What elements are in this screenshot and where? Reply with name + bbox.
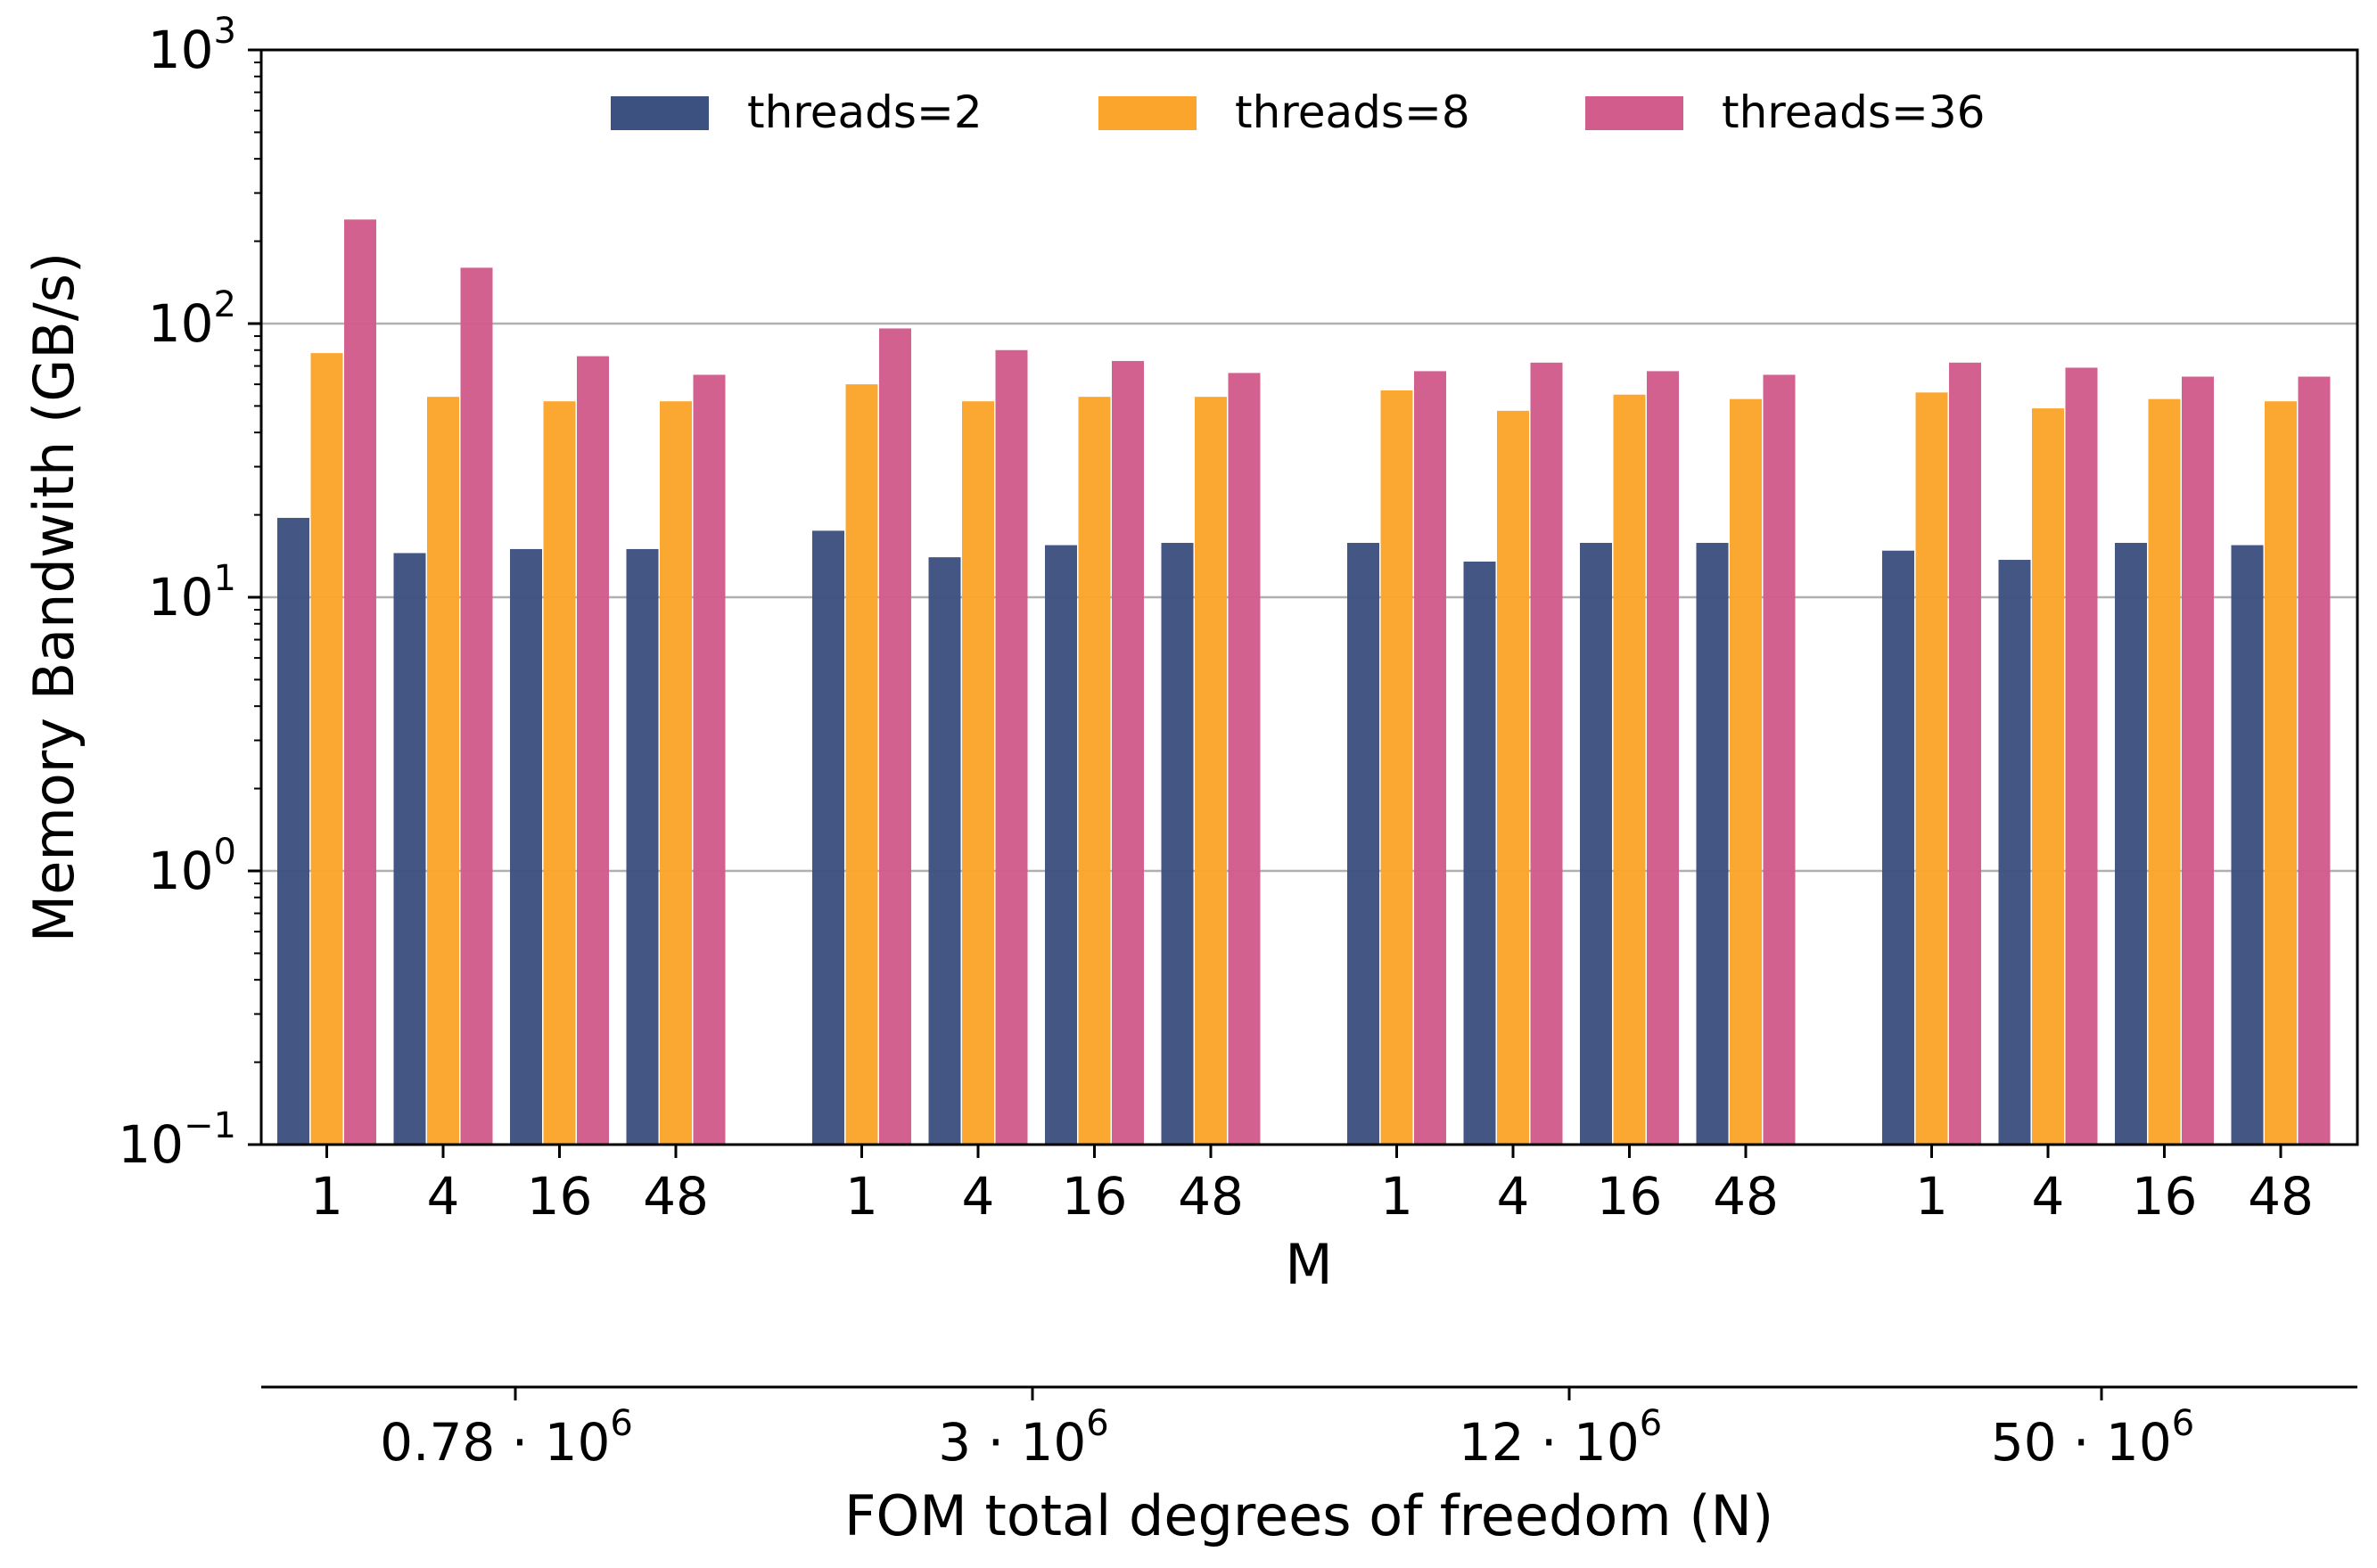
bar-threads-36-g1-m48 bbox=[1228, 373, 1261, 1145]
bar-threads-8-g0-m48 bbox=[660, 401, 692, 1145]
x-tick-label-m16: 16 bbox=[527, 1166, 593, 1227]
bar-threads-2-g1-m16 bbox=[1045, 545, 1077, 1145]
x-tick-label-m4: 4 bbox=[962, 1166, 995, 1227]
secondary-x-axis-label: FOM total degrees of freedom (N) bbox=[844, 1483, 1773, 1548]
bar-threads-8-g0-m1 bbox=[310, 353, 343, 1145]
bar-threads-2-g1-m1 bbox=[812, 530, 844, 1145]
group-label-0: 0.78 · 106 bbox=[380, 1403, 633, 1473]
bar-threads-2-g1-m48 bbox=[1161, 543, 1194, 1145]
x-tick-label-m16: 16 bbox=[2132, 1166, 2198, 1227]
bar-threads-36-g0-m4 bbox=[460, 267, 493, 1145]
bar-threads-2-g3-m1 bbox=[1882, 550, 1914, 1145]
bar-threads-2-g0-m4 bbox=[393, 553, 426, 1145]
bar-threads-36-g3-m1 bbox=[1949, 362, 1981, 1145]
legend-swatch-1 bbox=[1098, 96, 1197, 130]
bar-threads-8-g1-m1 bbox=[845, 384, 878, 1145]
bar-threads-36-g2-m1 bbox=[1414, 371, 1446, 1145]
legend-label-2: threads=36 bbox=[1722, 86, 1985, 138]
x-tick-label-m1: 1 bbox=[1380, 1166, 1413, 1227]
bar-threads-8-g1-m4 bbox=[962, 401, 994, 1145]
group-label-3: 50 · 106 bbox=[1991, 1403, 2194, 1473]
bar-threads-8-g0-m4 bbox=[427, 397, 459, 1145]
bar-threads-36-g3-m16 bbox=[2182, 376, 2214, 1145]
bar-threads-36-g2-m4 bbox=[1530, 362, 1563, 1145]
x-axis-label: M bbox=[1285, 1232, 1333, 1297]
x-axis: 1 4 16 48 1 4 16 48 1 4 16 48 1 4 16 48 bbox=[310, 1145, 2314, 1227]
x-tick-label-m16: 16 bbox=[1062, 1166, 1128, 1227]
x-tick-label-m4: 4 bbox=[2032, 1166, 2065, 1227]
bar-threads-8-g3-m16 bbox=[2148, 398, 2181, 1145]
x-tick-label-m48: 48 bbox=[1178, 1166, 1244, 1227]
x-tick-label-m1: 1 bbox=[1915, 1166, 1948, 1227]
bar-threads-2-g0-m1 bbox=[277, 517, 309, 1145]
bars bbox=[277, 219, 2331, 1145]
bar-threads-36-g0-m16 bbox=[577, 356, 609, 1145]
x-tick-label-m16: 16 bbox=[1597, 1166, 1663, 1227]
x-tick-label-m4: 4 bbox=[427, 1166, 460, 1227]
bar-threads-2-g3-m4 bbox=[1998, 560, 2031, 1145]
bar-threads-8-g2-m16 bbox=[1613, 394, 1646, 1145]
legend-label-0: threads=2 bbox=[747, 86, 983, 138]
x-tick-label-m1: 1 bbox=[310, 1166, 343, 1227]
bar-threads-36-g0-m1 bbox=[344, 219, 376, 1145]
bar-threads-36-g1-m4 bbox=[995, 349, 1028, 1145]
y-axis-label: Memory Bandwith (GB/s) bbox=[21, 252, 86, 942]
x-tick-label-m4: 4 bbox=[1497, 1166, 1530, 1227]
x-tick-label-m48: 48 bbox=[2248, 1166, 2314, 1227]
bar-threads-2-g0-m16 bbox=[510, 548, 542, 1145]
bar-threads-8-g2-m1 bbox=[1380, 390, 1413, 1145]
bar-threads-2-g3-m16 bbox=[2115, 543, 2147, 1145]
bar-threads-8-g1-m48 bbox=[1195, 397, 1227, 1145]
group-label-1: 3 · 106 bbox=[938, 1403, 1108, 1473]
bar-threads-36-g1-m16 bbox=[1112, 360, 1144, 1145]
bar-threads-36-g3-m4 bbox=[2065, 367, 2098, 1145]
bar-threads-36-g1-m1 bbox=[879, 328, 911, 1145]
x-tick-label-m48: 48 bbox=[643, 1166, 709, 1227]
bar-threads-36-g2-m48 bbox=[1763, 374, 1796, 1145]
bar-threads-2-g1-m4 bbox=[928, 557, 961, 1145]
legend-swatch-2 bbox=[1585, 96, 1683, 130]
bar-threads-2-g0-m48 bbox=[626, 548, 659, 1145]
bar-threads-8-g1-m16 bbox=[1078, 397, 1111, 1145]
bar-threads-2-g3-m48 bbox=[2231, 545, 2264, 1145]
legend-swatch-0 bbox=[611, 96, 709, 130]
legend-label-1: threads=8 bbox=[1235, 86, 1470, 138]
secondary-x-axis: 0.78 · 106 3 · 106 12 · 106 50 · 106 bbox=[261, 1385, 2357, 1473]
bar-threads-8-g3-m48 bbox=[2265, 401, 2297, 1145]
bar-threads-36-g2-m16 bbox=[1647, 371, 1679, 1145]
legend: threads=2 threads=8 threads=36 bbox=[611, 86, 1985, 138]
bar-threads-8-g0-m16 bbox=[543, 401, 576, 1145]
bar-threads-2-g2-m1 bbox=[1347, 543, 1379, 1145]
bar-threads-36-g0-m48 bbox=[693, 374, 726, 1145]
group-label-2: 12 · 106 bbox=[1459, 1403, 1662, 1473]
bar-threads-8-g3-m1 bbox=[1915, 392, 1948, 1145]
bar-threads-36-g3-m48 bbox=[2298, 376, 2331, 1145]
bar-threads-2-g2-m48 bbox=[1696, 543, 1729, 1145]
bar-threads-8-g3-m4 bbox=[2032, 408, 2064, 1145]
bar-threads-8-g2-m4 bbox=[1497, 410, 1529, 1145]
bar-threads-2-g2-m4 bbox=[1463, 561, 1496, 1145]
x-tick-label-m48: 48 bbox=[1713, 1166, 1779, 1227]
bar-threads-2-g2-m16 bbox=[1580, 543, 1612, 1145]
bar-threads-8-g2-m48 bbox=[1730, 398, 1762, 1145]
x-tick-label-m1: 1 bbox=[845, 1166, 878, 1227]
